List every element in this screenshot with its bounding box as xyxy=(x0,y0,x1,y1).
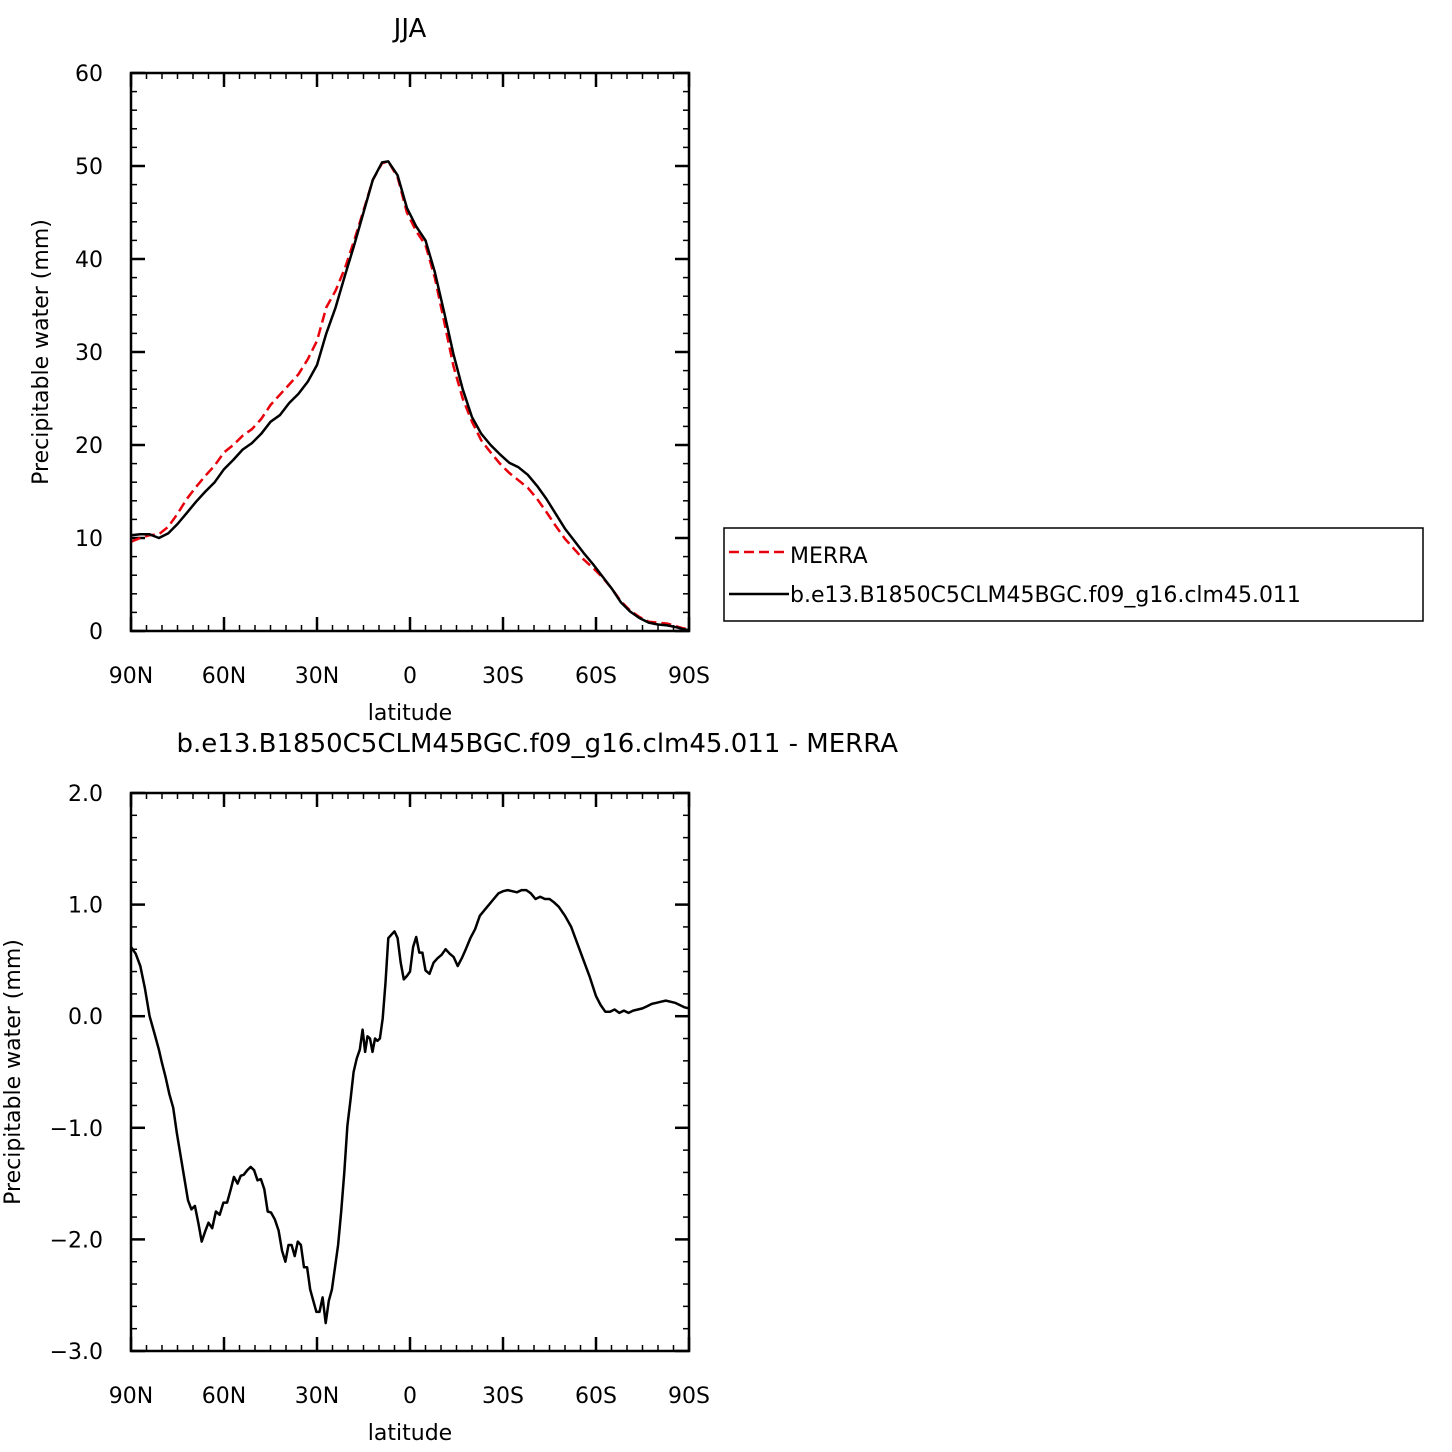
y-tick-label: 0 xyxy=(89,620,103,645)
top-chart-title: JJA xyxy=(392,14,427,44)
y-tick-label: 10 xyxy=(75,527,103,552)
top-x-axis-title: latitude xyxy=(368,701,452,726)
x-tick-label: 60N xyxy=(202,1384,246,1409)
y-tick-label: 60 xyxy=(75,62,103,87)
x-tick-label: 30N xyxy=(295,1384,339,1409)
series-line-0 xyxy=(130,160,690,631)
series-line-0 xyxy=(129,888,690,1325)
y-tick-label: 40 xyxy=(75,248,103,273)
y-tick-label: 0.0 xyxy=(68,1005,103,1030)
top-plot-frame xyxy=(129,71,691,633)
y-tick-label: 2.0 xyxy=(68,782,103,807)
top-panel-jja: JJA Precipitable water (mm) latitude 90N… xyxy=(29,14,710,726)
y-tick-label: 1.0 xyxy=(68,894,103,919)
x-tick-label: 30S xyxy=(482,664,524,689)
y-tick-label: −3.0 xyxy=(50,1340,103,1365)
x-tick-label: 30S xyxy=(482,1384,524,1409)
bottom-plot-frame xyxy=(129,791,691,1353)
x-tick-label: 90N xyxy=(109,664,153,689)
series-line-1 xyxy=(130,160,690,632)
x-tick-label: 0 xyxy=(403,1384,417,1409)
x-tick-label: 60S xyxy=(575,664,617,689)
bottom-y-axis-title: Precipitable water (mm) xyxy=(1,939,26,1205)
x-tick-label: 0 xyxy=(403,664,417,689)
y-tick-label: 20 xyxy=(75,434,103,459)
legend: MERRA b.e13.B1850C5CLM45BGC.f09_g16.clm4… xyxy=(723,527,1424,622)
x-tick-label: 90S xyxy=(668,664,710,689)
legend-label-merra: MERRA xyxy=(790,544,868,569)
x-tick-label: 30N xyxy=(295,664,339,689)
x-tick-label: 60S xyxy=(575,1384,617,1409)
bottom-axis-ticks: 90N 60N 30N 0 30S 60S 90S −3.0 −2.0 −1.0 0.0 1.0 2.0 xyxy=(50,782,710,1409)
x-tick-label: 60N xyxy=(202,664,246,689)
y-tick-label: 30 xyxy=(75,341,103,366)
x-tick-label: 90S xyxy=(668,1384,710,1409)
bottom-data-lines xyxy=(129,888,690,1325)
bottom-chart-title: b.e13.B1850C5CLM45BGC.f09_g16.clm45.011 … xyxy=(177,729,899,759)
y-tick-label: −1.0 xyxy=(50,1117,103,1142)
bottom-x-axis-title: latitude xyxy=(368,1421,452,1446)
y-tick-label: 50 xyxy=(75,155,103,180)
x-tick-label: 90N xyxy=(109,1384,153,1409)
top-y-axis-title: Precipitable water (mm) xyxy=(29,219,54,485)
top-data-lines xyxy=(130,160,690,632)
legend-box xyxy=(723,527,1424,622)
bottom-panel-difference: b.e13.B1850C5CLM45BGC.f09_g16.clm45.011 … xyxy=(1,729,898,1446)
y-tick-label: −2.0 xyxy=(50,1228,103,1253)
legend-label-model: b.e13.B1850C5CLM45BGC.f09_g16.clm45.011 xyxy=(790,583,1301,608)
